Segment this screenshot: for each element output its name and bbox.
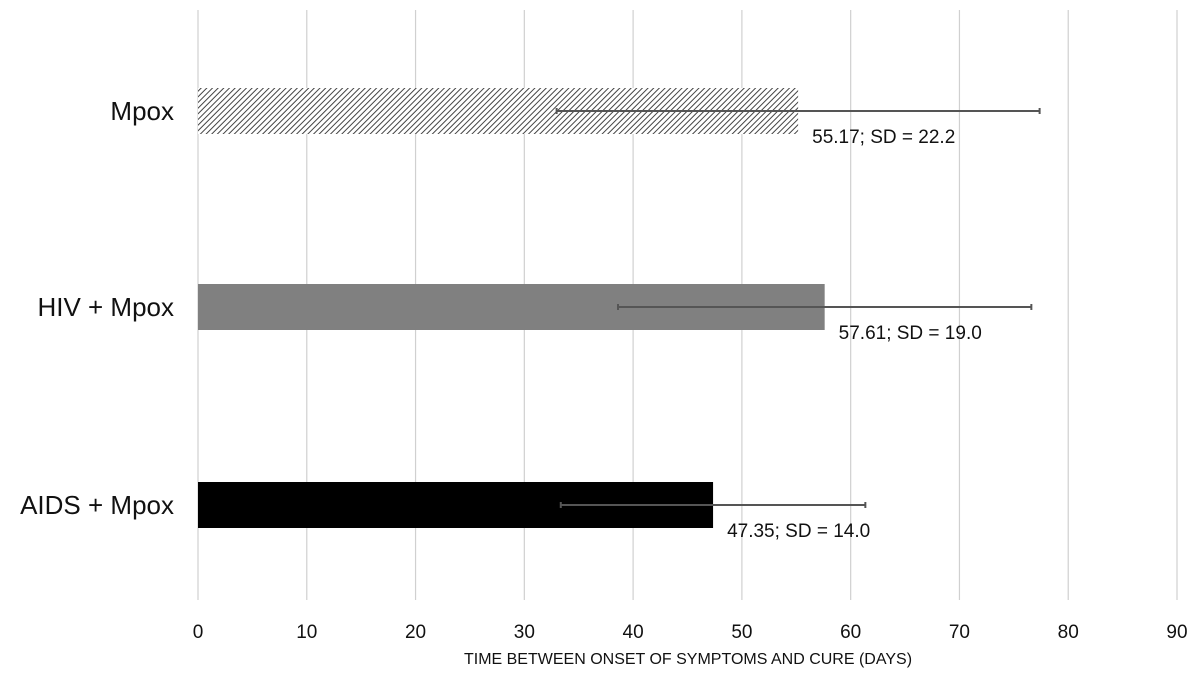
x-tick-label: 60: [840, 622, 861, 643]
x-tick-label: 80: [1058, 622, 1079, 643]
x-tick-label: 20: [405, 622, 426, 643]
data-label: 55.17; SD = 22.2: [812, 127, 955, 148]
labels: 0 10 20 30 40 50 60 70 80 90 Mpox 55.17; SD = 22.2 H…: [20, 96, 1187, 643]
category-label: HIV + Mpox: [37, 292, 174, 322]
category-label: AIDS + Mpox: [20, 490, 174, 520]
x-tick-label: 50: [731, 622, 752, 643]
x-tick-label: 30: [514, 622, 535, 643]
data-label: 57.61; SD = 19.0: [839, 323, 982, 344]
x-tick-label: 0: [193, 622, 204, 643]
x-tick-label: 10: [296, 622, 317, 643]
x-tick-label: 70: [949, 622, 970, 643]
x-axis-title: TIME BETWEEN ONSET OF SYMPTOMS AND CURE …: [464, 651, 912, 668]
x-tick-label: 40: [623, 622, 644, 643]
data-label: 47.35; SD = 14.0: [727, 521, 870, 542]
category-label: Mpox: [110, 96, 174, 126]
x-tick-label: 90: [1166, 622, 1187, 643]
error-bars: [555, 108, 1041, 508]
